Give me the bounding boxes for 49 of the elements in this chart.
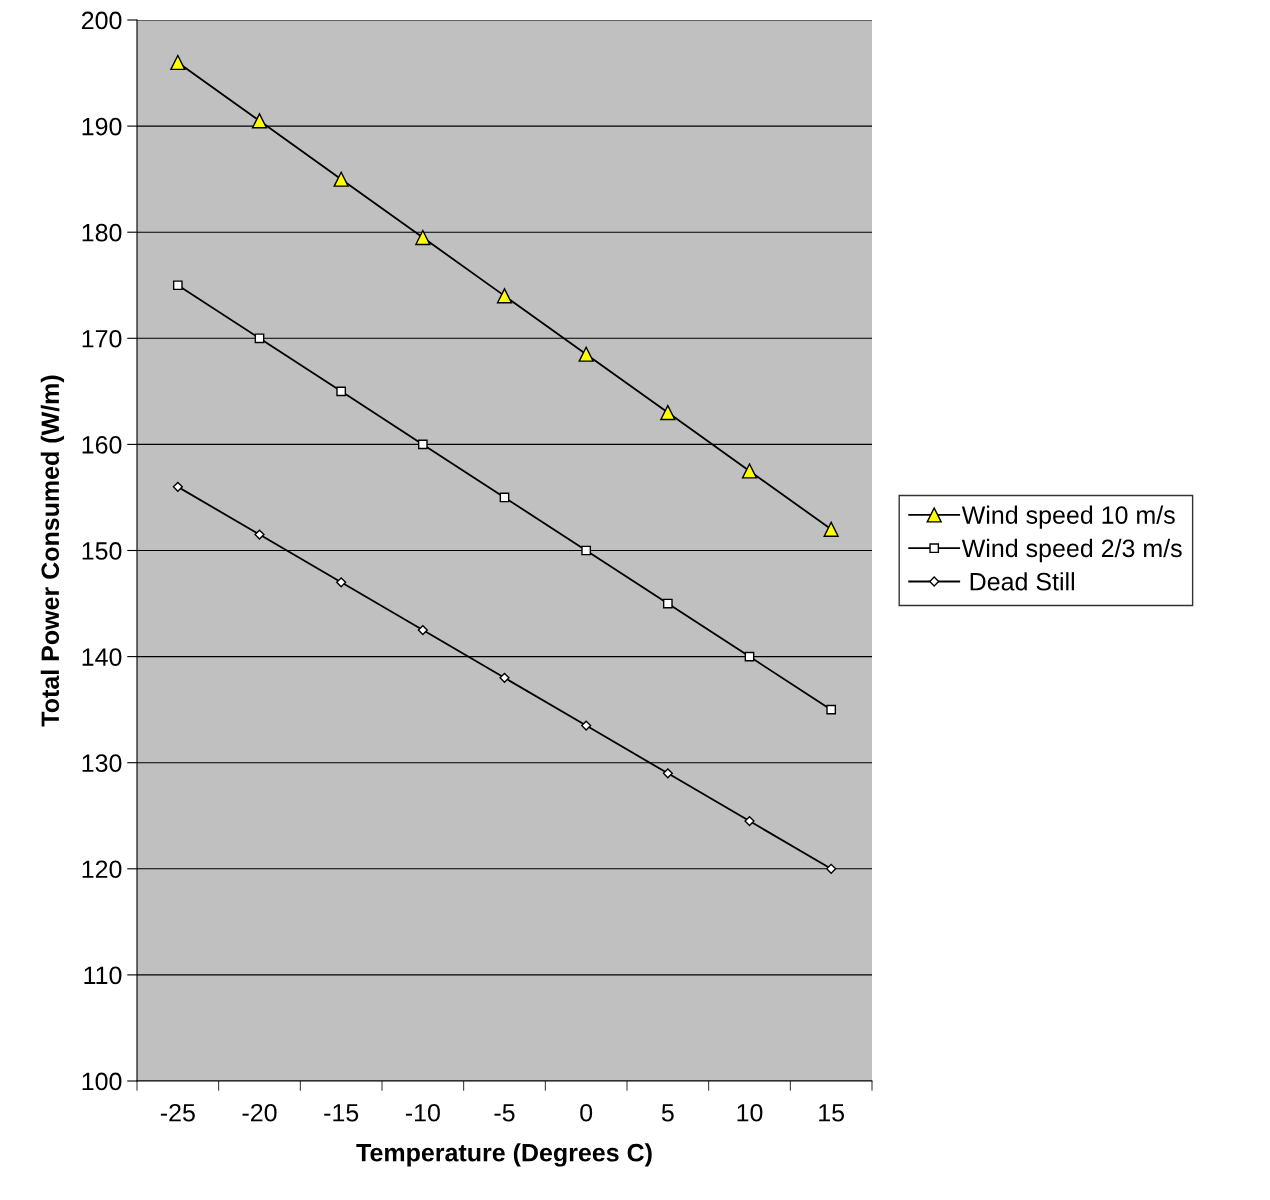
y-tick-label: 200 (81, 11, 122, 30)
x-tick-label: 0 (580, 1103, 593, 1122)
x-tick-label: -5 (494, 1104, 515, 1122)
legend-label: Wind speed 2/3 m/s (961, 538, 1182, 563)
y-tick-label: 130 (82, 754, 122, 772)
point (826, 863, 837, 874)
point (499, 672, 510, 683)
x-tick-label: -15 (324, 1104, 359, 1122)
point (662, 598, 673, 609)
x-tick-label: 5 (661, 1104, 674, 1122)
x-tick-label: -10 (405, 1103, 440, 1122)
point (172, 481, 183, 492)
y-tick-label: 120 (82, 860, 122, 879)
point (660, 404, 676, 421)
x-axis-title: Temperature (Degrees C) (356, 1143, 652, 1167)
y-tick-label: 170 (82, 329, 122, 348)
legend-label: Wind speed 10 m/s (961, 505, 1175, 529)
point (254, 333, 265, 344)
point (823, 521, 839, 537)
point (417, 439, 428, 450)
point (578, 346, 594, 362)
point (336, 577, 347, 588)
x-tick-label: 10 (737, 1103, 763, 1122)
point (662, 768, 673, 779)
y-tick-label: 150 (82, 542, 122, 560)
point (251, 113, 268, 129)
point (333, 171, 349, 187)
y-tick-label: 160 (82, 436, 122, 454)
point (581, 545, 592, 556)
point (170, 54, 186, 71)
point (741, 463, 758, 479)
point (254, 529, 265, 540)
point (496, 288, 513, 304)
y-tick-label: 100 (82, 1072, 122, 1091)
x-tick-label: -25 (160, 1103, 195, 1122)
y-tick-label: 110 (84, 966, 122, 985)
y-tick-label: 180 (82, 223, 122, 242)
y-axis-title: Total Power Consumed (W/m) (40, 375, 65, 727)
x-tick-label: 15 (819, 1104, 845, 1122)
point (172, 280, 183, 291)
legend-label: Dead Still (970, 572, 1074, 591)
point (581, 720, 592, 731)
y-tick-label: 140 (82, 648, 122, 666)
point (417, 624, 428, 636)
point (415, 229, 431, 246)
point (336, 386, 347, 397)
y-tick-label: 190 (82, 117, 122, 136)
point (826, 704, 837, 715)
x-tick-label: -20 (242, 1103, 277, 1122)
